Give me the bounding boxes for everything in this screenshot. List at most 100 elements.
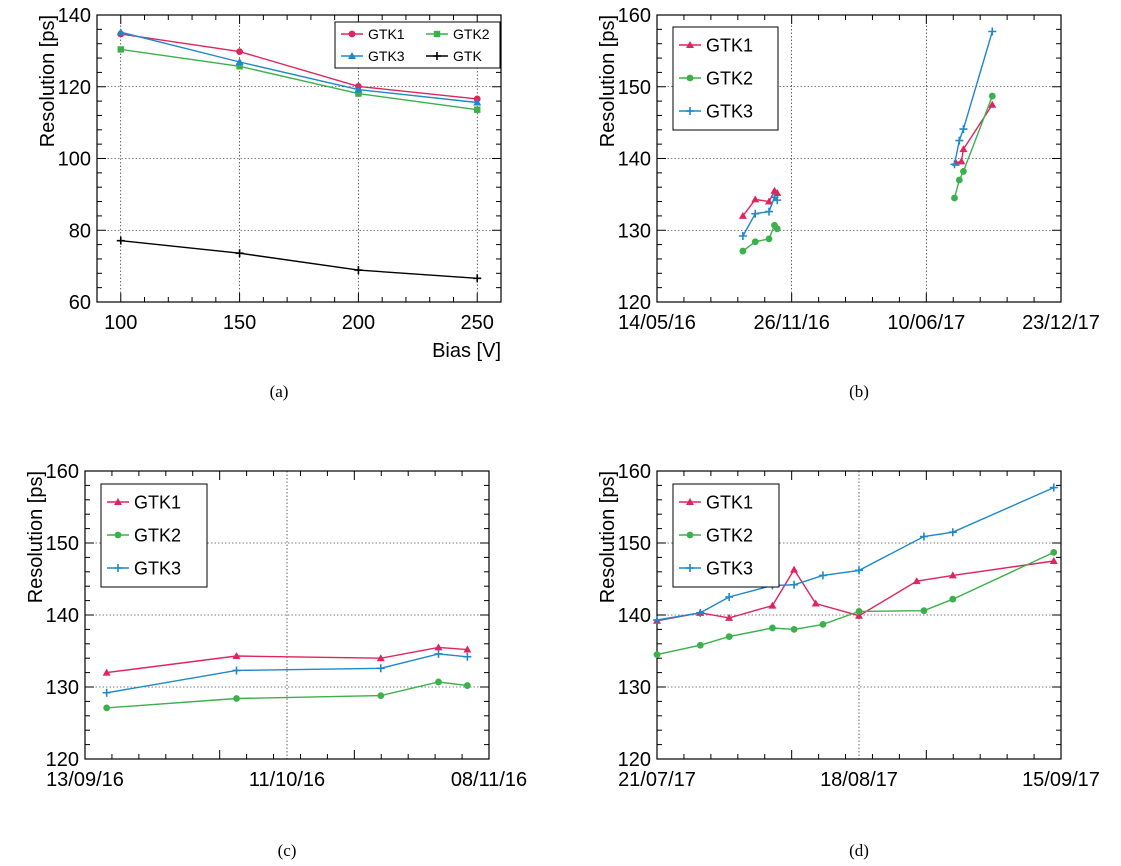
- legend: GTK1 GTK2 GTK3 GTK: [334, 21, 501, 69]
- legend-entry-gtk3: GTK3: [341, 48, 405, 64]
- data-point: [773, 196, 782, 205]
- data-point: [653, 651, 661, 658]
- plot-frame: [84, 470, 490, 760]
- data-point: [955, 176, 963, 184]
- chart-panel-3: 13/09/16 11/10/16 08/11/16 120 130 140 150 160R…: [25, 461, 527, 860]
- legend-entry-gtk1: GTK1: [341, 26, 405, 42]
- series-gtk2: [117, 46, 481, 113]
- legend: GTK1 GTK2 GTK3: [672, 483, 780, 588]
- data-point: [959, 145, 968, 153]
- data-point: [696, 608, 705, 617]
- data-point: [235, 249, 244, 258]
- data-point: [725, 633, 733, 640]
- data-point: [1050, 548, 1058, 556]
- legend-entry-gtk: GTK: [426, 48, 482, 64]
- legend-box: [334, 21, 501, 69]
- legend-entry-gtk2: GTK2: [679, 68, 753, 88]
- legend-entry-gtk2: GTK2: [426, 26, 490, 42]
- x-tick-label: 14/05/16: [618, 312, 696, 334]
- data-point: [354, 266, 363, 275]
- x-tick-label: 26/11/16: [753, 312, 829, 334]
- y-tick-label: 120: [618, 749, 651, 771]
- series-line: [120, 33, 478, 100]
- data-point: [790, 565, 799, 573]
- legend-label: GTK3: [134, 558, 181, 578]
- data-point: [686, 498, 694, 505]
- legend-label: GTK3: [706, 558, 753, 578]
- data-point: [818, 571, 827, 580]
- data-point: [988, 92, 996, 100]
- data-point: [473, 98, 482, 106]
- legend-entry-gtk3: GTK3: [679, 101, 753, 121]
- data-point: [103, 704, 111, 712]
- series-line: [742, 31, 993, 237]
- x-tick-label: 250: [461, 312, 494, 334]
- series-gtk: [116, 236, 482, 283]
- plot-frame: [656, 14, 1062, 303]
- series-gtk2: [739, 92, 996, 255]
- data-point: [855, 608, 863, 615]
- data-point: [790, 580, 799, 589]
- legend-entry-gtk1: GTK1: [679, 35, 753, 55]
- data-point: [819, 620, 827, 628]
- data-point: [751, 238, 759, 246]
- y-axis-label: Resolution [ps]: [25, 471, 47, 603]
- data-point: [725, 613, 734, 621]
- data-point: [957, 157, 966, 165]
- y-tick-label: 160: [46, 461, 79, 483]
- data-point: [920, 607, 928, 615]
- data-point: [463, 682, 471, 689]
- data-point: [686, 531, 694, 539]
- data-point: [686, 41, 694, 48]
- x-tick-label: 21/07/17: [618, 769, 696, 791]
- legend-entry-gtk2: GTK2: [679, 525, 753, 545]
- y-tick-label: 140: [618, 149, 651, 171]
- y-tick-label: 150: [618, 533, 651, 555]
- plot-frame: [96, 14, 502, 303]
- legend-entry-gtk3: GTK3: [679, 558, 753, 578]
- x-tick-label: 10/06/17: [887, 312, 965, 334]
- y-tick-label: 130: [46, 677, 79, 699]
- data-point: [751, 195, 760, 203]
- data-point: [696, 641, 704, 649]
- data-point: [948, 528, 957, 537]
- legend-entry-gtk2: GTK2: [107, 525, 181, 545]
- legend-label: GTK1: [706, 35, 753, 55]
- series-line: [120, 31, 478, 104]
- x-tick-label: 11/10/16: [249, 769, 325, 791]
- legend-label: GTK1: [706, 492, 753, 512]
- data-point: [765, 235, 773, 243]
- data-point: [235, 57, 244, 65]
- data-point: [1049, 483, 1058, 492]
- data-point: [769, 624, 776, 632]
- y-tick-label: 160: [618, 5, 651, 27]
- data-point: [764, 197, 773, 205]
- data-point: [236, 48, 243, 55]
- data-point: [355, 90, 362, 97]
- data-point: [790, 626, 798, 633]
- data-point: [116, 28, 125, 36]
- data-point: [988, 27, 997, 36]
- y-axis-label: Resolution [ps]: [37, 15, 59, 147]
- series-line: [656, 486, 1055, 621]
- legend-label: GTK2: [706, 525, 753, 545]
- data-point: [376, 654, 385, 662]
- data-point: [232, 652, 241, 660]
- data-point: [738, 231, 747, 240]
- data-point: [434, 643, 443, 651]
- data-point: [949, 595, 957, 603]
- x-tick-label: 150: [223, 312, 256, 334]
- series-line: [656, 560, 1054, 622]
- x-tick-label: 08/11/16: [451, 769, 527, 791]
- data-point: [855, 566, 863, 575]
- data-point: [855, 611, 863, 619]
- y-tick-label: 140: [58, 5, 91, 27]
- data-point: [232, 666, 241, 675]
- y-tick-label: 140: [46, 605, 79, 627]
- data-point: [377, 692, 385, 700]
- y-tick-label: 150: [46, 533, 79, 555]
- data-point: [233, 695, 240, 702]
- series-gtk1: [117, 30, 481, 103]
- data-point: [433, 52, 441, 60]
